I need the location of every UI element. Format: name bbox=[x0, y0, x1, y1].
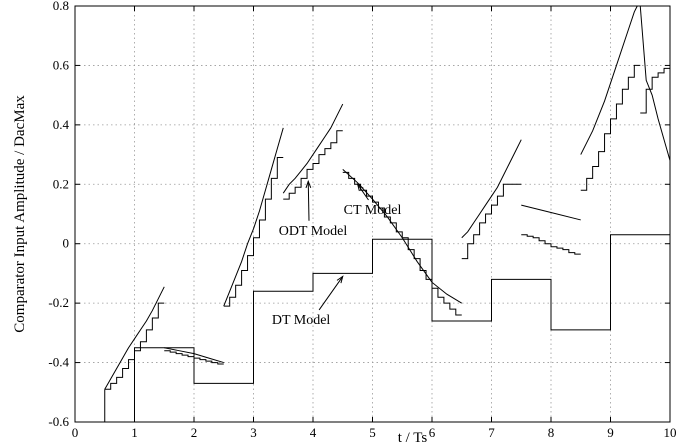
odt-model-series-segment-6 bbox=[521, 234, 581, 255]
ct-model-label-arrow bbox=[357, 184, 369, 201]
axis-ticks: 0 1 2 3 4 5 6 7 8 9 10 -0.6 -0.4 -0.2 0 0.2 0.4 0.6 0.8 bbox=[48, 0, 676, 440]
ct-model-series-segment-2 bbox=[223, 127, 284, 307]
x-tick-label: 9 bbox=[607, 425, 614, 440]
x-tick-label: 5 bbox=[369, 425, 376, 440]
dt-model-label-arrowhead bbox=[336, 275, 344, 284]
odt-model-series-segment-7 bbox=[580, 64, 641, 191]
series-layer bbox=[75, 5, 671, 423]
x-tick-label: 1 bbox=[131, 425, 138, 440]
odt-model-label-arrowhead bbox=[305, 179, 312, 189]
odt-model-series bbox=[104, 64, 670, 390]
x-tick-label: 4 bbox=[310, 425, 317, 440]
dt-model-label: DT Model bbox=[272, 313, 331, 328]
odt-model-series-segment-2 bbox=[223, 157, 284, 307]
annotations: CT Model ODT Model DT Model bbox=[272, 179, 402, 328]
y-tick-label: 0.2 bbox=[53, 176, 69, 191]
dt-model-label-arrow bbox=[318, 276, 344, 311]
odt-model-series-segment-8 bbox=[640, 67, 670, 114]
odt-model-series-segment-5 bbox=[461, 183, 522, 260]
x-tick-label: 6 bbox=[429, 425, 436, 440]
ct-model-series bbox=[104, 5, 671, 390]
y-tick-label: 0 bbox=[63, 236, 70, 251]
dt-model-series-segment-0 bbox=[75, 389, 106, 423]
odt-model-label-arrow bbox=[307, 181, 310, 221]
y-tick-label: 0.8 bbox=[53, 0, 69, 13]
x-tick-label: 3 bbox=[250, 425, 257, 440]
x-tick-label: 0 bbox=[72, 425, 79, 440]
ct-model-series-segment-5 bbox=[461, 139, 522, 239]
ct-model-series-segment-6 bbox=[521, 204, 581, 221]
ct-model-series-segment-7 bbox=[580, 5, 638, 155]
odt-model-series-segment-4 bbox=[342, 171, 462, 316]
odt-model-series-segment-3 bbox=[283, 130, 343, 200]
odt-model-label: ODT Model bbox=[279, 224, 348, 239]
ct-model-label-arrowhead bbox=[356, 183, 364, 192]
dt-model-series-segment-1 bbox=[134, 234, 670, 422]
y-tick-label: -0.4 bbox=[48, 355, 69, 370]
y-tick-label: -0.2 bbox=[48, 295, 69, 310]
x-tick-label: 7 bbox=[488, 425, 495, 440]
ct-model-series-segment-0 bbox=[104, 286, 165, 390]
y-tick-label: 0.6 bbox=[53, 57, 70, 72]
ct-model-series-segment-3 bbox=[282, 103, 344, 194]
x-axis-label: t / Ts bbox=[398, 430, 428, 446]
y-tick-label: -0.6 bbox=[48, 414, 69, 429]
ct-model-label: CT Model bbox=[344, 203, 402, 218]
y-axis-label: Comparator Input Amplitude / DacMax bbox=[12, 95, 28, 333]
x-tick-label: 2 bbox=[191, 425, 198, 440]
x-tick-label: 8 bbox=[548, 425, 555, 440]
x-tick-label: 10 bbox=[664, 425, 677, 440]
y-tick-label: 0.4 bbox=[53, 117, 70, 132]
ct-model-series-segment-8 bbox=[639, 5, 671, 161]
